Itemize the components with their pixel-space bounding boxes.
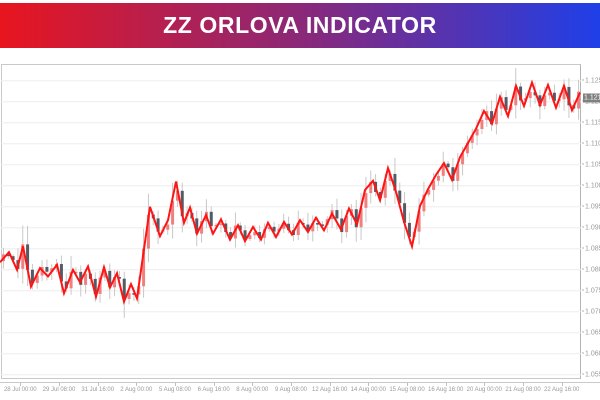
tick-mark (582, 331, 584, 333)
tick-mark (582, 247, 584, 249)
price-axis-tick: 1.1150 (582, 119, 600, 126)
price-axis-tick: 1.0650 (582, 329, 600, 336)
tick-mark (582, 121, 584, 123)
tick-mark (582, 163, 584, 165)
price-axis[interactable]: 1.12501.12001.11501.11001.10501.10001.09… (582, 64, 600, 379)
time-axis-tick: 2 Aug 00:00 (120, 387, 153, 393)
time-axis-tick: 8 Aug 00:00 (236, 387, 269, 393)
time-tick-mark (252, 383, 254, 386)
price-tick-label: 1.1050 (585, 161, 600, 169)
chart-plot-area[interactable] (1, 64, 581, 379)
tick-mark (582, 373, 584, 375)
time-axis-tick: 14 Aug 00:00 (350, 387, 386, 393)
tick-mark (582, 289, 584, 291)
time-axis-tick: 5 Aug 08:00 (158, 387, 192, 393)
time-axis-tick: 28 Jul 00:00 (3, 387, 37, 393)
time-axis-tick: 15 Aug 08:00 (389, 387, 425, 393)
price-tick-label: 1.1000 (585, 182, 600, 190)
time-tick-mark (484, 383, 486, 386)
time-tick-mark (445, 383, 447, 386)
zigzag-line-group (0, 79, 581, 305)
time-tick-mark (97, 383, 99, 386)
price-tick-label: 1.1100 (585, 140, 600, 148)
time-tick-mark (20, 383, 22, 386)
time-axis-tick: 29 Jul 08:00 (42, 387, 76, 393)
time-axis[interactable]: 28 Jul 00:00 29 Jul 08:00 31 Jul 16:00 2 Au… (0, 382, 600, 400)
price-tick-label: 1.0750 (585, 287, 600, 295)
time-tick-mark (175, 383, 176, 386)
tick-mark (582, 184, 584, 186)
time-tick-mark (213, 383, 215, 386)
price-chart-canvas (0, 67, 581, 376)
price-axis-tick: 1.0600 (582, 350, 600, 357)
time-axis-tick: 21 Aug 08:00 (505, 387, 541, 393)
price-axis-tick: 1.0550 (582, 371, 600, 378)
time-tick-mark (523, 383, 524, 386)
time-tick-mark (407, 383, 408, 386)
time-tick-mark (136, 383, 138, 386)
price-tick-label: 1.0650 (585, 329, 600, 337)
price-tick-label: 1.1250 (585, 77, 600, 85)
time-axis-tick: 12 Aug 16:00 (312, 387, 348, 393)
price-tick-label: 1.0950 (585, 203, 600, 211)
tick-mark (582, 268, 584, 270)
price-axis-tick: 1.1000 (582, 182, 600, 189)
tick-mark (582, 142, 584, 144)
time-axis-tick: 6 Aug 16:00 (197, 387, 230, 393)
time-tick-mark (59, 383, 60, 386)
price-tick-label: 1.0850 (585, 245, 600, 253)
price-axis-tick: 1.0950 (582, 203, 600, 210)
time-axis-tick: 22 Aug 16:00 (544, 387, 580, 393)
price-tick-label: 1.0600 (585, 350, 600, 358)
time-tick-mark (291, 383, 292, 386)
time-tick-mark (329, 383, 331, 386)
price-axis-tick: 1.0750 (582, 287, 600, 294)
indicator-title-banner: ZZ ORLOVA INDICATOR (0, 3, 600, 48)
tick-mark (582, 79, 584, 81)
gridlines-group (1, 80, 581, 376)
time-tick-mark (368, 383, 370, 386)
price-axis-tick: 1.0850 (582, 245, 600, 252)
chart-panel[interactable]: 1.12501.12001.11501.11001.10501.10001.09… (0, 17, 600, 382)
current-price-badge: 1.1210 (583, 93, 600, 103)
price-axis-tick: 1.1100 (582, 140, 600, 147)
tick-mark (582, 352, 584, 354)
indicator-title-text: ZZ ORLOVA INDICATOR (163, 12, 437, 38)
price-axis-tick: 1.1050 (582, 161, 600, 168)
price-axis-tick: 1.1250 (582, 77, 600, 84)
time-tick-mark (561, 383, 563, 386)
time-axis-tick: 9 Aug 08:00 (274, 387, 308, 393)
time-axis-tick: 31 Jul 16:00 (81, 387, 115, 393)
price-tick-label: 1.0700 (585, 308, 600, 316)
price-tick-label: 1.0900 (585, 224, 600, 232)
time-axis-tick: 20 Aug 00:00 (466, 387, 502, 393)
time-axis-tick: 16 Aug 16:00 (428, 387, 464, 393)
candlestick-group (1, 67, 581, 318)
tick-mark (582, 226, 584, 228)
price-tick-label: 1.0550 (585, 371, 600, 379)
price-axis-tick: 1.0800 (582, 266, 600, 273)
tick-mark (582, 205, 584, 207)
tick-mark (582, 310, 584, 312)
price-tick-label: 1.0800 (585, 266, 600, 274)
price-axis-tick: 1.0700 (582, 308, 600, 315)
price-tick-label: 1.1150 (585, 119, 600, 127)
price-axis-tick: 1.0900 (582, 224, 600, 231)
